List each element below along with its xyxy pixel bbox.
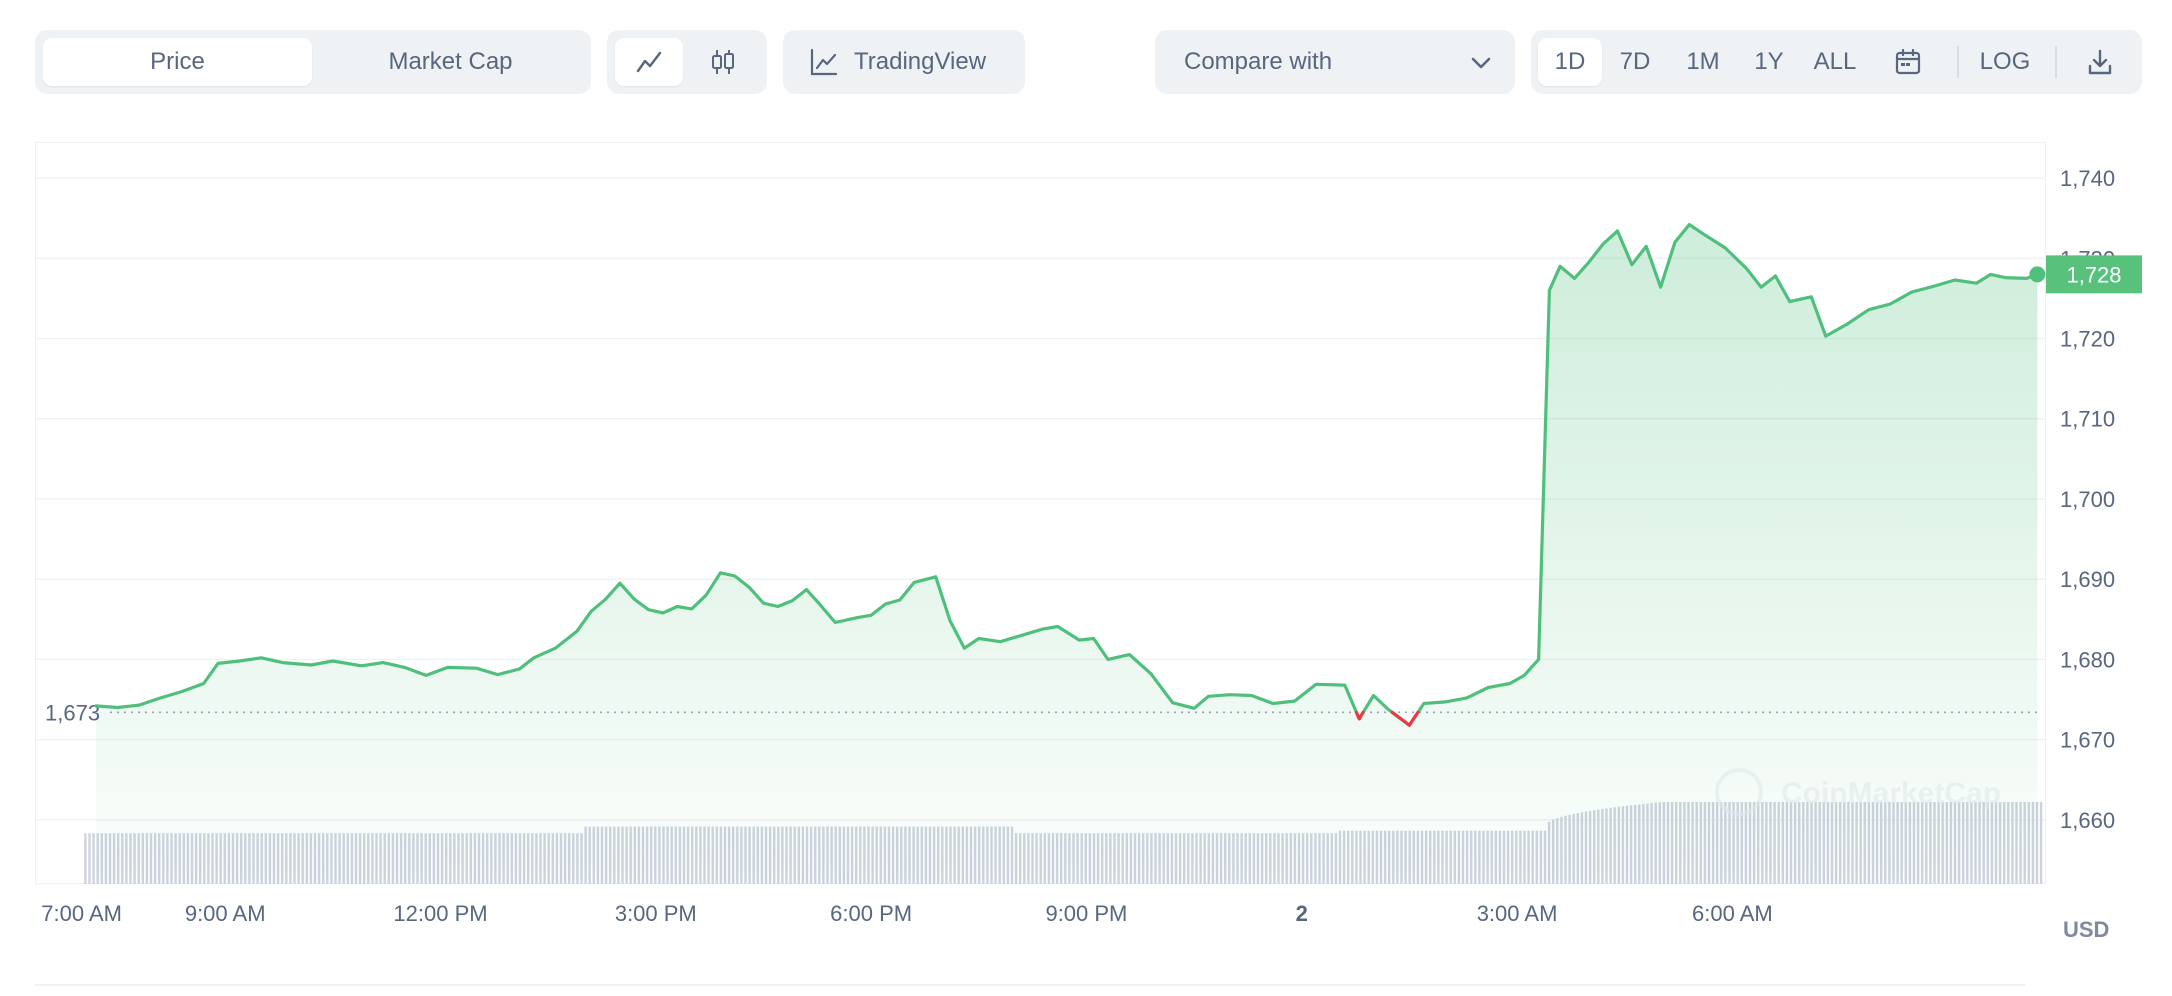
log-scale-button[interactable]: LOG bbox=[1979, 48, 2031, 75]
candlestick-icon bbox=[712, 50, 734, 74]
calendar-button[interactable] bbox=[1877, 38, 1939, 86]
y-tick-label: 1,740 bbox=[2060, 166, 2115, 191]
last-price-badge bbox=[2046, 255, 2142, 294]
compare-with-label: Compare with bbox=[1184, 48, 1333, 75]
tradingview-label: TradingView bbox=[854, 48, 987, 75]
x-tick-label: 9:00 AM bbox=[185, 901, 266, 926]
range-7d[interactable]: 7D bbox=[1619, 48, 1651, 75]
open-price-label: 1,673 bbox=[45, 700, 100, 725]
x-tick-label: 3:00 AM bbox=[1477, 901, 1558, 926]
price-marketcap-toggle: Price Market Cap bbox=[35, 30, 591, 94]
x-tick-label: 2 bbox=[1296, 901, 1308, 926]
volume-bar bbox=[88, 833, 91, 884]
market-cap-tab[interactable]: Market Cap bbox=[388, 48, 513, 75]
candlestick-button[interactable] bbox=[689, 38, 757, 86]
volume-bar bbox=[84, 833, 87, 884]
last-price-label: 1,728 bbox=[2066, 262, 2121, 287]
y-tick-label: 1,680 bbox=[2060, 647, 2115, 672]
y-tick-label: 1,700 bbox=[2060, 487, 2115, 512]
x-tick-label: 3:00 PM bbox=[615, 901, 697, 926]
download-button[interactable] bbox=[2068, 38, 2132, 86]
x-tick-label: 9:00 PM bbox=[1045, 901, 1127, 926]
bottom-panel-edge bbox=[35, 984, 2025, 996]
volume-bar bbox=[92, 833, 95, 884]
volume-bar bbox=[2039, 802, 2043, 884]
below-open-segment bbox=[1390, 710, 1411, 727]
range-1m[interactable]: 1M bbox=[1686, 48, 1720, 75]
x-tick-label: 12:00 PM bbox=[393, 901, 487, 926]
x-tick-label: 6:00 PM bbox=[830, 901, 912, 926]
download-icon bbox=[2088, 49, 2112, 75]
price-tab[interactable]: Price bbox=[43, 38, 312, 86]
chart-type-toggle bbox=[607, 30, 767, 94]
price-line bbox=[94, 223, 2039, 727]
x-axis: 7:00 AM 9:00 AM 12:00 PM 3:00 PM 6:00 PM 9:00… bbox=[41, 901, 1772, 926]
time-range-selector: 1D 7D 1M 1Y ALL LOG bbox=[1531, 30, 2142, 94]
x-tick-label: 6:00 AM bbox=[1692, 901, 1773, 926]
range-1y[interactable]: 1Y bbox=[1754, 48, 1784, 75]
tradingview-button[interactable]: TradingView bbox=[783, 30, 1025, 94]
area-chart-icon bbox=[810, 48, 838, 76]
y-tick-label: 1,710 bbox=[2060, 407, 2115, 432]
below-open-segment bbox=[1357, 710, 1365, 721]
last-price-dot bbox=[2029, 266, 2046, 283]
chevron-down-icon bbox=[1471, 57, 1491, 69]
below-open-segment bbox=[1407, 710, 1420, 727]
price-area-fill bbox=[96, 224, 2038, 885]
below-open-segments bbox=[1354, 710, 1420, 727]
range-divider bbox=[1957, 46, 1959, 78]
y-tick-label: 1,670 bbox=[2060, 728, 2115, 753]
range-1d[interactable]: 1D bbox=[1538, 38, 1602, 86]
log-divider bbox=[2055, 46, 2057, 78]
y-tick-label: 1,660 bbox=[2060, 808, 2115, 833]
compare-with-select[interactable]: Compare with bbox=[1155, 30, 1515, 94]
range-all[interactable]: ALL bbox=[1813, 48, 1857, 75]
calendar-icon bbox=[1895, 48, 1921, 75]
y-tick-label: 1,720 bbox=[2060, 327, 2115, 352]
currency-unit-label: USD bbox=[2063, 917, 2109, 942]
line-chart-button[interactable] bbox=[615, 38, 683, 86]
line-chart-icon bbox=[636, 51, 662, 73]
chart-toolbar: Price Market Cap TradingView Compare wit… bbox=[0, 0, 2172, 130]
x-tick-label: 7:00 AM bbox=[41, 901, 122, 926]
y-tick-label: 1,690 bbox=[2060, 567, 2115, 592]
